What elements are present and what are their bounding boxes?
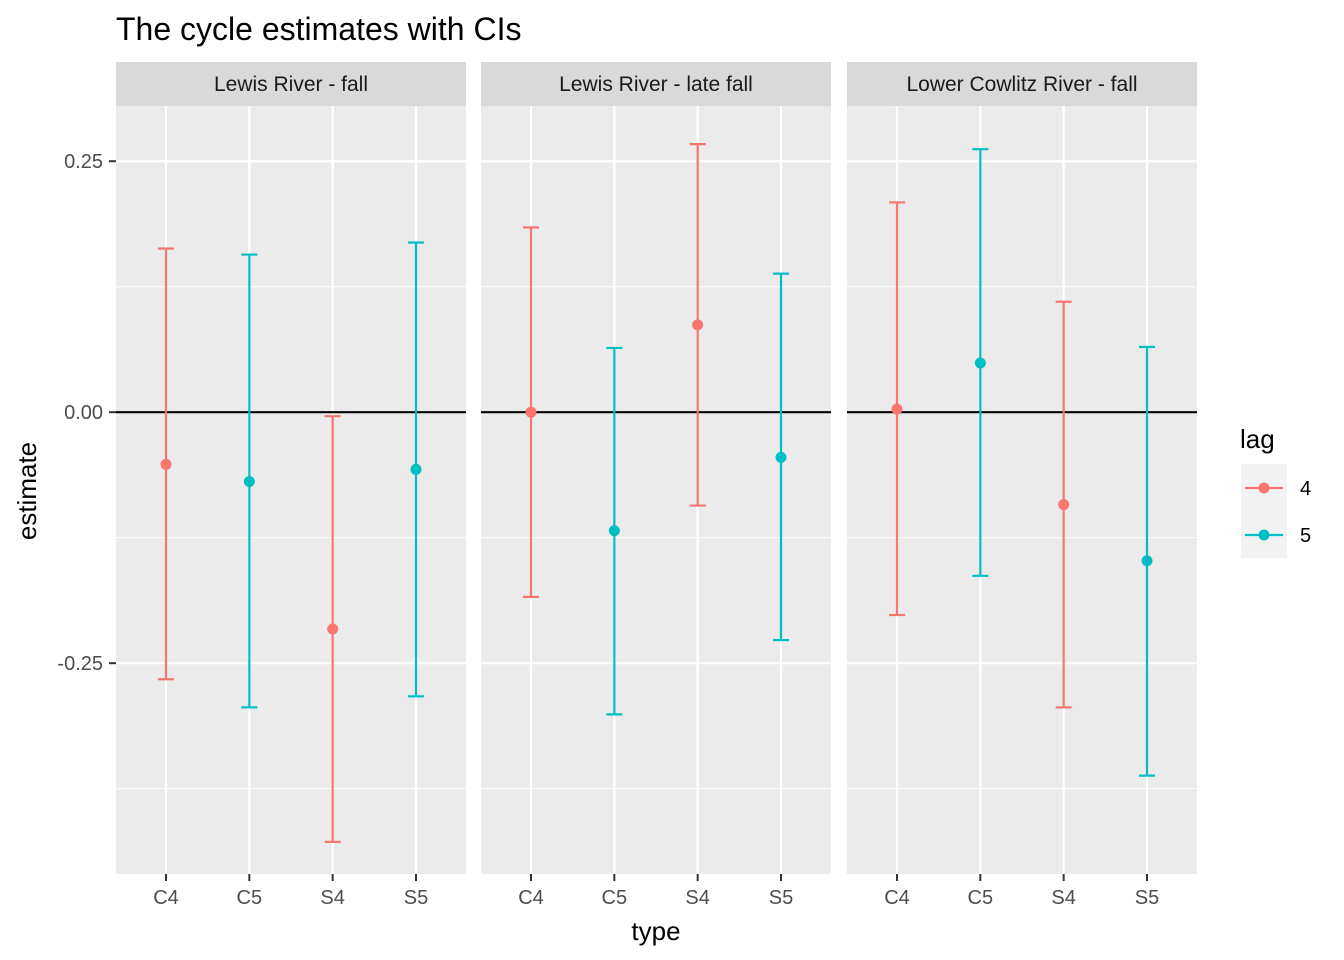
legend-key-point (1258, 482, 1270, 494)
facet-strip-label: Lewis River - fall (214, 73, 368, 96)
y-tick-label: -0.25 (57, 653, 103, 675)
legend-title: lag (1240, 424, 1275, 454)
estimate-point (525, 406, 537, 418)
x-tick-label: C4 (153, 887, 179, 909)
legend-key-point (1258, 529, 1270, 541)
x-tick-label: S4 (320, 887, 344, 909)
facet-panel: Lewis River - fall C4 C5 S4 S5 (116, 62, 466, 909)
estimate-point (608, 525, 620, 537)
facet-strip-label: Lewis River - late fall (559, 73, 753, 96)
y-axis-title: estimate (12, 442, 42, 540)
estimate-point (974, 357, 986, 369)
panel-background (116, 106, 466, 874)
estimate-point (160, 458, 172, 470)
x-tick-label: S5 (404, 887, 428, 909)
x-tick-label: C4 (884, 887, 910, 909)
estimate-point (1058, 499, 1070, 511)
y-axis: 0.25 0.00 -0.25 (57, 151, 116, 675)
facet-strip (481, 62, 831, 106)
legend-entry: 5 (1245, 525, 1311, 547)
legend-label: 5 (1300, 525, 1311, 547)
panel-background (847, 106, 1197, 874)
y-tick-label: 0.25 (64, 151, 103, 173)
x-tick-label: C5 (968, 887, 994, 909)
estimate-point (243, 475, 255, 487)
x-tick-label: S4 (1051, 887, 1075, 909)
x-tick-label: C5 (602, 887, 628, 909)
estimate-point (327, 623, 339, 635)
facet-strip-label: Lower Cowlitz River - fall (906, 73, 1137, 96)
x-tick-label: S4 (685, 887, 709, 909)
legend-label: 4 (1300, 478, 1311, 500)
x-tick-label: C4 (518, 887, 544, 909)
x-tick-label: S5 (1135, 887, 1159, 909)
x-tick-label: C5 (237, 887, 263, 909)
estimate-point (891, 403, 903, 415)
estimate-point (410, 463, 422, 475)
legend-key-background (1241, 464, 1287, 558)
facet-panel: Lewis River - late fall C4 C5 S4 S5 (481, 62, 831, 909)
facet-strip (847, 62, 1197, 106)
x-axis-title: type (631, 916, 680, 946)
x-tick-label: S5 (769, 887, 793, 909)
estimate-point (692, 319, 704, 331)
estimate-point (1141, 555, 1153, 567)
estimate-point (775, 451, 787, 463)
y-tick-label: 0.00 (64, 402, 103, 424)
legend-entry: 4 (1245, 478, 1311, 500)
facet-panel: Lower Cowlitz River - fall C4 C5 S4 S5 (847, 62, 1197, 909)
legend: lag 4 5 (1240, 424, 1311, 558)
panel-background (481, 106, 831, 874)
facet-strip (116, 62, 466, 106)
chart-title: The cycle estimates with CIs (116, 11, 521, 47)
